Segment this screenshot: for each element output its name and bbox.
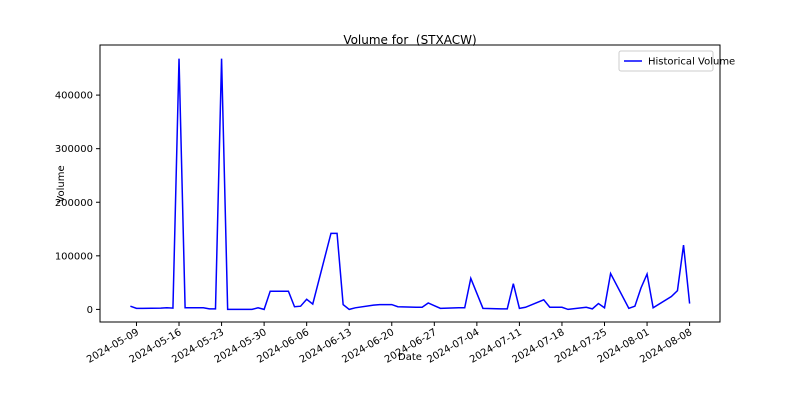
y-tick-label: 0	[87, 305, 93, 316]
legend-box	[618, 50, 714, 72]
chart-title: Volume for (STXACW)	[343, 33, 476, 47]
legend-label: Historical Volume	[648, 57, 735, 68]
y-axis-label: Volume	[56, 165, 67, 202]
data-line	[130, 58, 691, 311]
plot-frame	[99, 44, 721, 323]
x-axis-label: Date	[398, 352, 422, 363]
y-tick-label: 200000	[55, 198, 93, 209]
y-tick-label: 100000	[55, 251, 93, 262]
y-tick-label: 400000	[55, 91, 93, 102]
y-tick-label: 300000	[55, 144, 93, 155]
